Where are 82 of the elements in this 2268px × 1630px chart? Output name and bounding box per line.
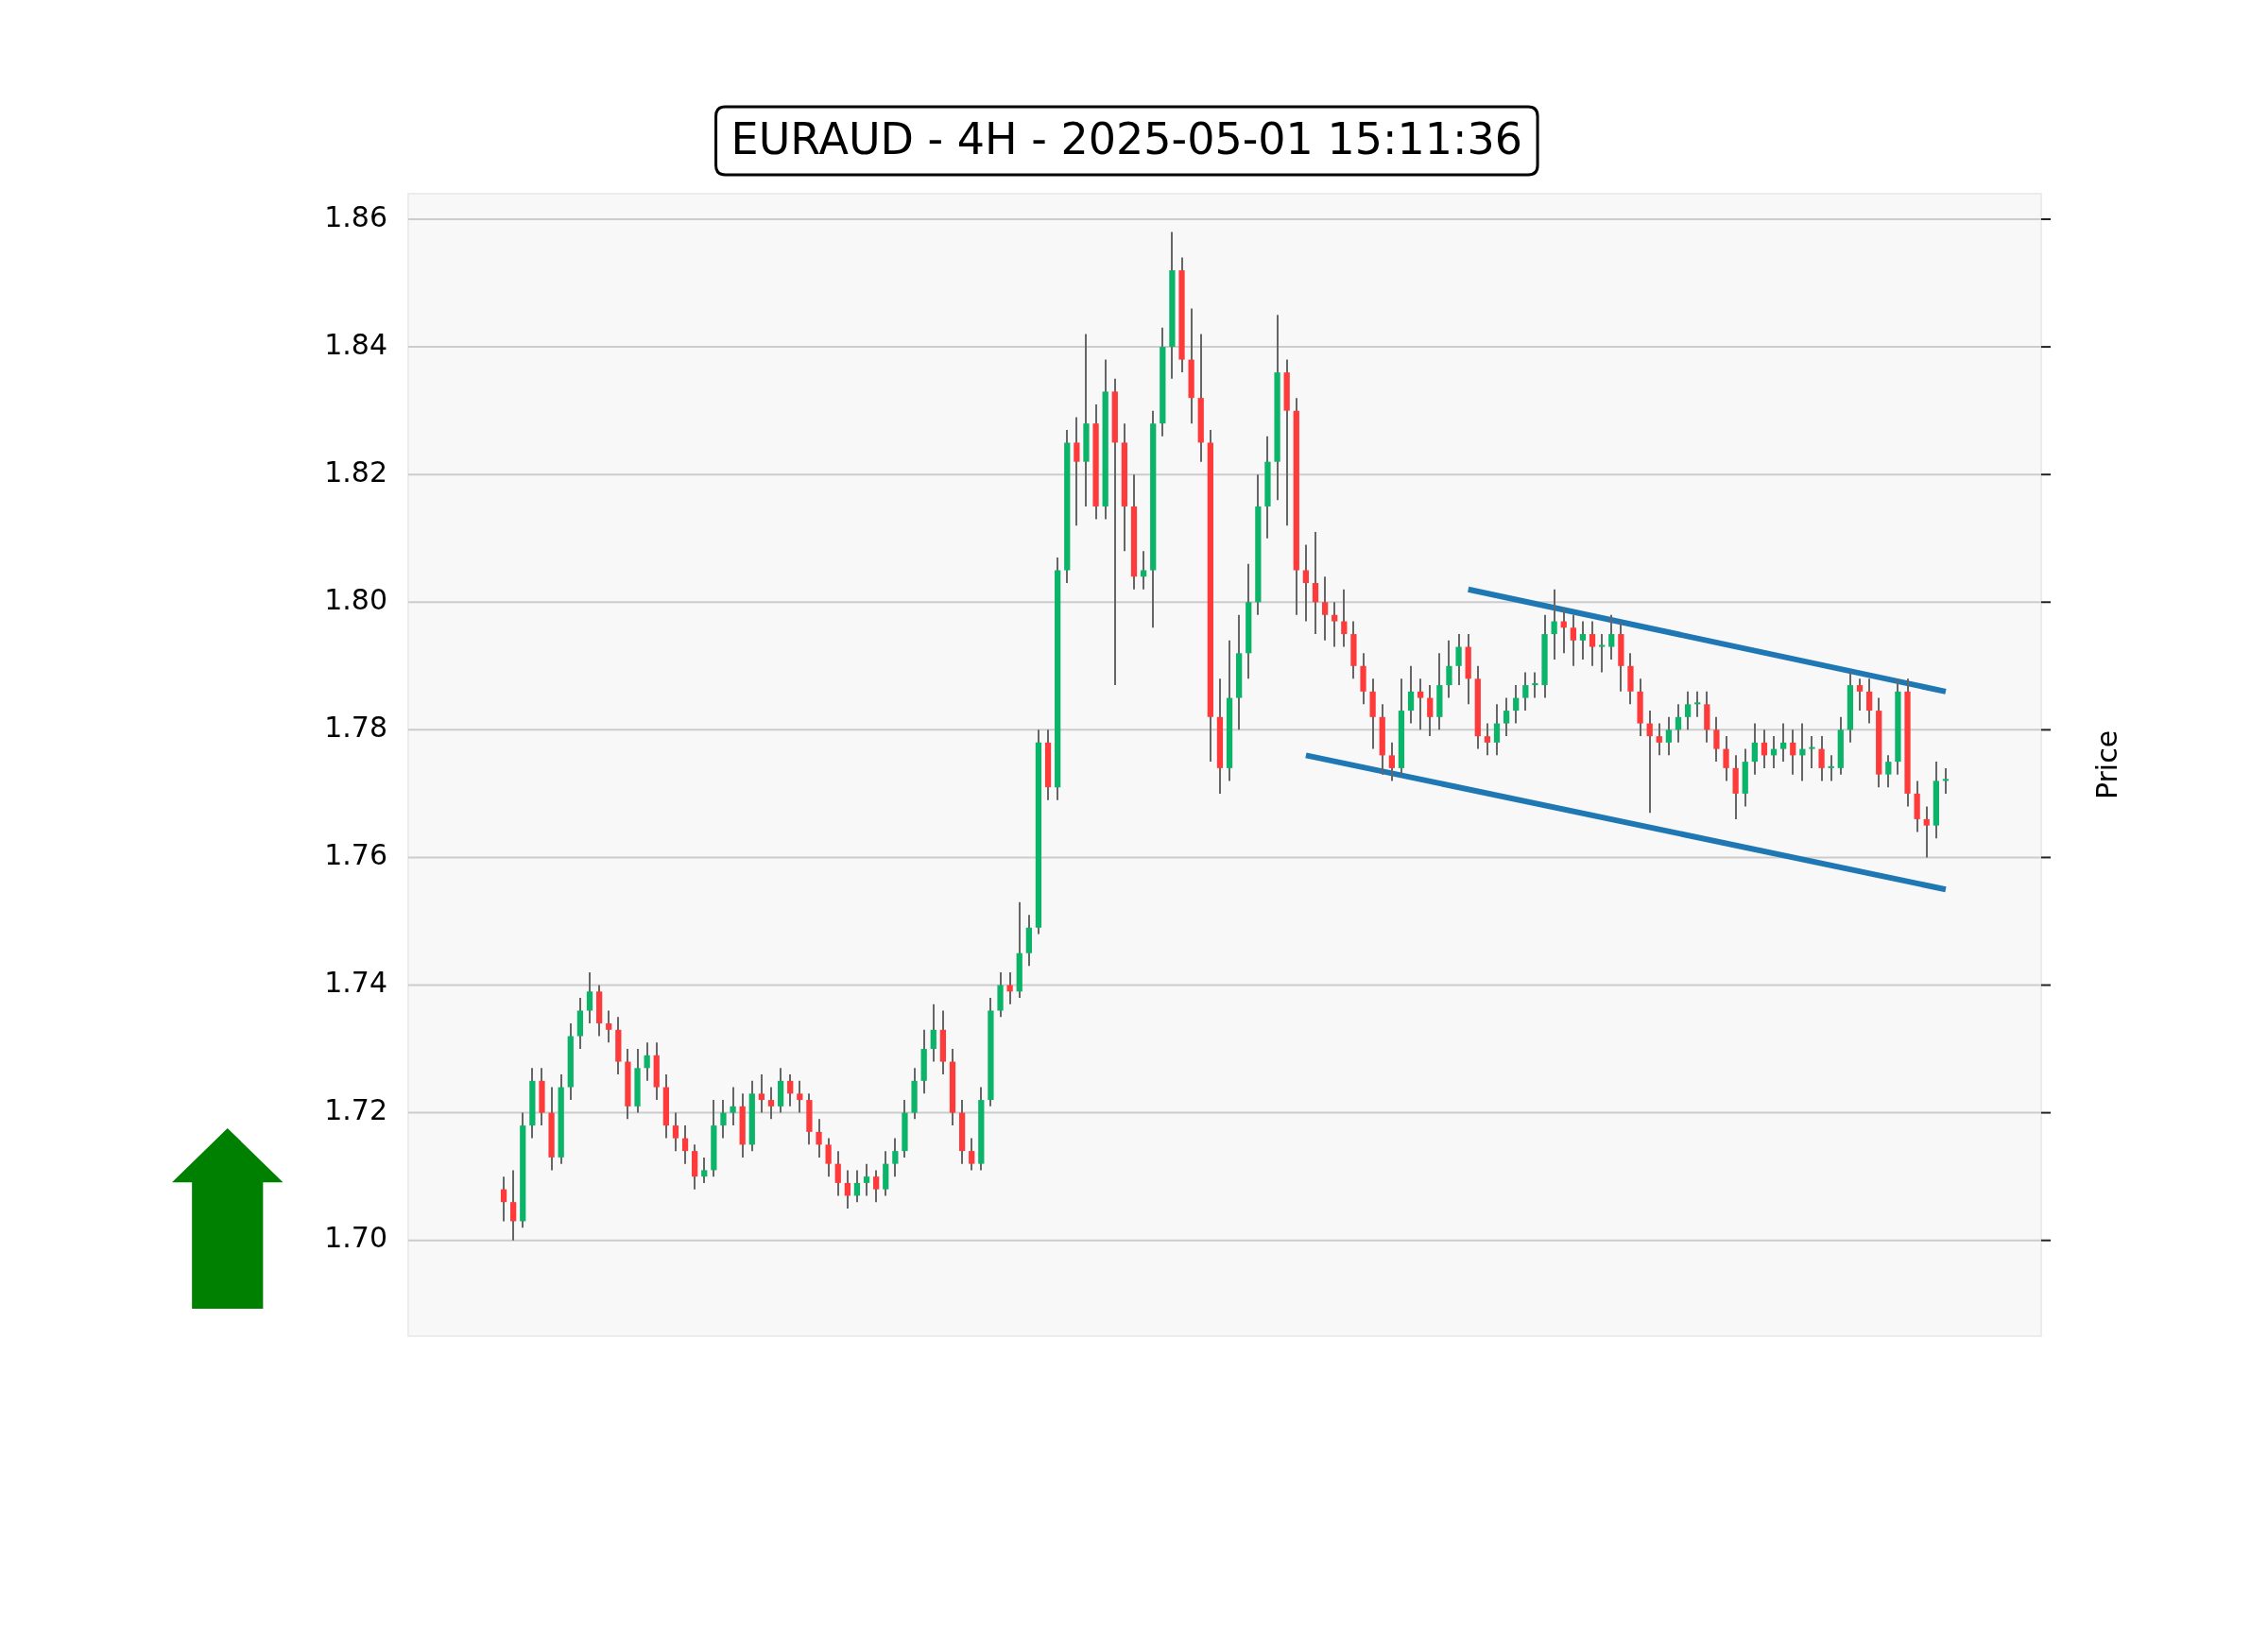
candlestick	[1140, 550, 1147, 591]
candlestick	[644, 1041, 650, 1082]
candlestick	[1675, 703, 1682, 744]
candlestick	[701, 1156, 708, 1184]
candlestick	[730, 1086, 736, 1127]
candlestick	[1665, 715, 1673, 757]
y-tick-label: 1.74	[324, 966, 387, 1000]
candlestick	[606, 1009, 612, 1044]
candlestick	[1418, 678, 1424, 731]
candlestick	[930, 1003, 936, 1063]
y-tick-label: 1.86	[324, 199, 387, 233]
y-tick-label: 1.82	[324, 455, 387, 489]
y-tick-label: 1.84	[324, 327, 387, 361]
candlestick	[797, 1079, 803, 1114]
candlestick	[510, 1169, 517, 1242]
candlestick	[1599, 633, 1606, 674]
candlestick	[1856, 678, 1864, 712]
candlestick	[1713, 715, 1720, 764]
candlestick	[853, 1169, 861, 1204]
y-tick-label: 1.76	[324, 838, 387, 872]
candlestick	[1455, 633, 1462, 687]
candlestick	[1723, 735, 1729, 782]
candlestick	[1818, 735, 1825, 782]
candlestick	[1570, 613, 1576, 667]
candlestick	[1589, 620, 1596, 667]
candlestick	[1302, 543, 1310, 623]
candlestick	[1427, 684, 1434, 738]
candlestick	[1684, 690, 1692, 731]
candlestick	[1341, 588, 1348, 648]
candlestick	[1551, 588, 1557, 661]
candlestick	[500, 1175, 507, 1223]
candlestick	[586, 971, 593, 1025]
candlestick	[1646, 710, 1653, 815]
candlestick	[1780, 722, 1787, 764]
candlestick	[1828, 754, 1834, 782]
candlestick	[1332, 601, 1338, 648]
candlestick	[1513, 684, 1520, 725]
candlestick	[1446, 639, 1452, 699]
candlestick	[1493, 703, 1501, 757]
candlestick	[969, 1137, 975, 1172]
candlestick	[787, 1073, 794, 1107]
candlestick	[1312, 530, 1319, 636]
y-tick-label: 1.72	[324, 1093, 387, 1127]
candlestick	[1942, 766, 1950, 795]
y-tick-label: 1.70	[324, 1221, 387, 1255]
candlestick	[1694, 690, 1701, 718]
candlestick	[672, 1111, 679, 1153]
candlestick	[1809, 735, 1815, 769]
candlestick	[1503, 696, 1510, 738]
candlestick	[816, 1118, 822, 1158]
candlestick	[873, 1169, 880, 1204]
candlestick	[834, 1150, 841, 1197]
chart-title: EURAUD - 4H - 2025-05-01 15:11:36	[730, 112, 1523, 164]
candlestick	[863, 1162, 870, 1197]
candlestick	[681, 1124, 689, 1165]
candlestick	[1484, 722, 1491, 757]
y-axis-title: Price	[2089, 729, 2123, 800]
candlestick	[825, 1137, 832, 1178]
candlestick	[1608, 613, 1615, 661]
candlestick	[767, 1086, 775, 1121]
candlestick	[1074, 416, 1080, 527]
candlestick	[758, 1073, 765, 1114]
candlestick	[1761, 729, 1768, 769]
candlestick	[1751, 722, 1758, 776]
candlestick	[1885, 754, 1892, 789]
candlestick	[1579, 620, 1587, 661]
candlestick	[720, 1099, 727, 1140]
candlestick	[1407, 664, 1415, 725]
candlestick	[1656, 722, 1662, 757]
candlestick	[1532, 671, 1538, 699]
candlestick	[892, 1137, 899, 1178]
candlestick	[1799, 722, 1806, 782]
candlestick	[1790, 729, 1796, 776]
candlestick	[1522, 671, 1529, 712]
candlestick	[1923, 805, 1930, 859]
candlestick	[1321, 575, 1329, 642]
y-tick-label: 1.78	[324, 711, 387, 745]
candlestick	[1865, 678, 1873, 725]
candlestick	[1388, 741, 1395, 782]
y-tick-label: 1.80	[324, 583, 387, 617]
candlestick	[844, 1169, 850, 1210]
candlestick	[1006, 971, 1013, 1005]
